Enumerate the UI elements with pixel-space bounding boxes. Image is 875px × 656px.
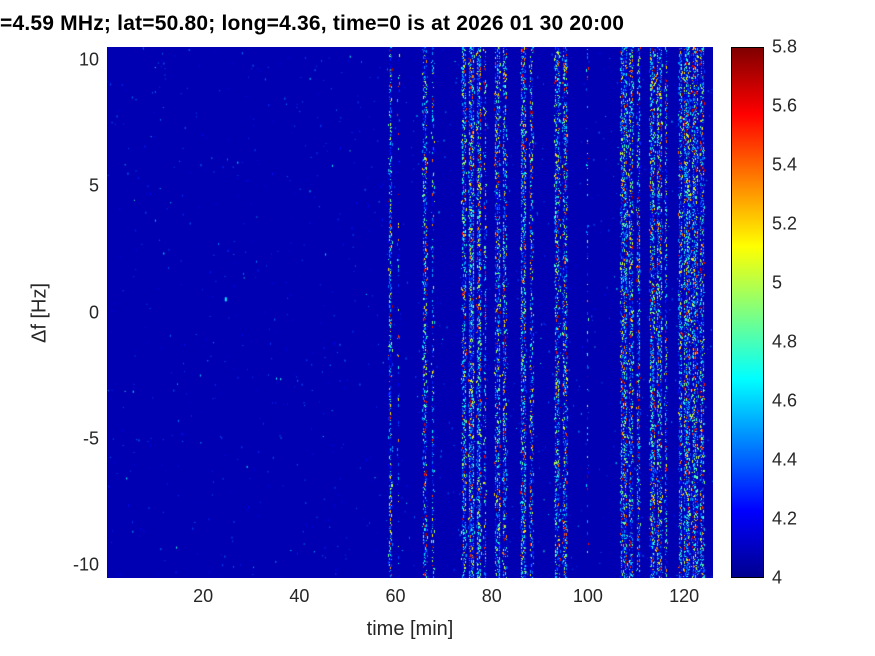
x-tick-label: 120 (669, 586, 700, 606)
colorbar-tick-label: 4.2 (772, 508, 798, 529)
x-tick-label: 80 (481, 586, 502, 606)
x-axis-label: time [min] (366, 618, 454, 640)
colorbar-tick-label: 4.8 (772, 331, 798, 352)
y-axis-label: Δf [Hz] (28, 282, 51, 344)
x-tick-label: 40 (289, 586, 310, 606)
y-tick-label: -5 (82, 428, 99, 449)
x-tick-label: 20 (193, 586, 214, 606)
y-tick-label: 5 (88, 175, 99, 196)
x-tick-label: 100 (572, 586, 603, 606)
heatmap-plot (107, 47, 713, 578)
colorbar-tick-label: 4 (772, 567, 783, 588)
colorbar-tick-label: 5.2 (772, 213, 798, 234)
y-tick-label: -10 (72, 554, 99, 575)
colorbar-tick-label: 5.4 (772, 154, 798, 175)
colorbar-tick-label: 4.4 (772, 449, 798, 470)
x-tick-label: 60 (385, 586, 406, 606)
chart-title: =4.59 MHz; lat=50.80; long=4.36, time=0 … (0, 12, 625, 35)
colorbar-tick-label: 5 (772, 272, 783, 293)
colorbar-tick-label: 5.8 (772, 36, 798, 57)
colorbar-tick-label: 5.6 (772, 95, 798, 116)
y-tick-label: 10 (78, 49, 99, 70)
heatmap-canvas (107, 47, 713, 578)
colorbar (731, 47, 764, 578)
y-tick-label: 0 (88, 302, 99, 322)
colorbar-tick-label: 4.6 (772, 390, 798, 411)
